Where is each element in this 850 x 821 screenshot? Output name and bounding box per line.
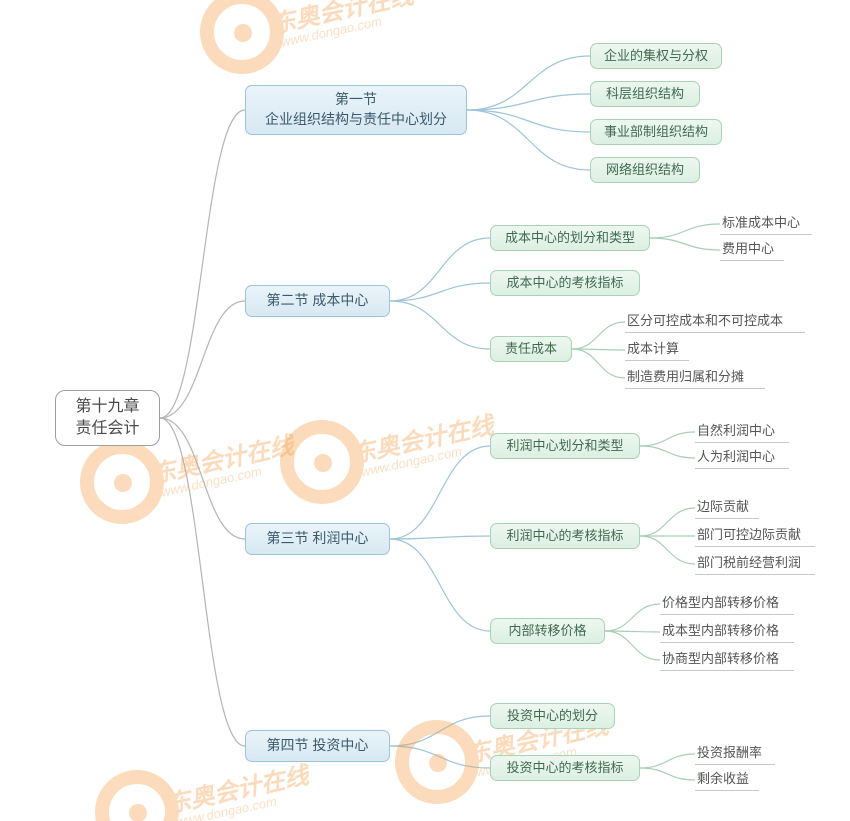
section-node: 第二节 成本中心 <box>245 285 390 317</box>
sub-node: 事业部制组织结构 <box>590 119 722 145</box>
watermark-cn: 东奥会计在线 <box>148 425 296 489</box>
watermark-url: www.dongao.com <box>280 13 384 49</box>
section-node: 第三节 利润中心 <box>245 523 390 555</box>
watermark-url: www.dongao.com <box>175 793 279 821</box>
sub-node: 成本中心的考核指标 <box>490 270 640 296</box>
watermark-cn: 东奥会计在线 <box>163 755 311 819</box>
watermark-cn: 东奥会计在线 <box>268 0 416 40</box>
sub-node: 网络组织结构 <box>590 157 700 183</box>
watermark-url: www.dongao.com <box>360 443 464 479</box>
sub-node: 利润中心的考核指标 <box>490 523 640 549</box>
sub-node: 企业的集权与分权 <box>590 43 722 69</box>
watermark: 东奥会计在线www.dongao.com <box>200 0 400 70</box>
sub-node: 责任成本 <box>490 336 572 362</box>
watermark: 东奥会计在线www.dongao.com <box>95 760 295 821</box>
leaf-node: 成本型内部转移价格 <box>660 622 794 643</box>
watermark: 东奥会计在线www.dongao.com <box>280 410 480 500</box>
leaf-node: 价格型内部转移价格 <box>660 594 794 615</box>
leaf-node: 剩余收益 <box>695 770 759 791</box>
sub-node: 利润中心划分和类型 <box>490 433 640 459</box>
sub-node: 科层组织结构 <box>590 81 700 107</box>
section-node: 第四节 投资中心 <box>245 730 390 762</box>
leaf-node: 费用中心 <box>720 240 784 261</box>
leaf-node: 自然利润中心 <box>695 422 789 443</box>
leaf-node: 标准成本中心 <box>720 214 812 235</box>
leaf-node: 制造费用归属和分摊 <box>625 368 765 389</box>
sub-node: 成本中心的划分和类型 <box>490 225 650 251</box>
leaf-node: 人为利润中心 <box>695 448 789 469</box>
leaf-node: 投资报酬率 <box>695 744 775 765</box>
watermark-cn: 东奥会计在线 <box>348 405 496 469</box>
watermark-url: www.dongao.com <box>160 463 264 499</box>
leaf-node: 部门税前经营利润 <box>695 554 815 575</box>
leaf-node: 协商型内部转移价格 <box>660 650 794 671</box>
leaf-node: 成本计算 <box>625 340 689 361</box>
leaf-node: 边际贡献 <box>695 498 759 519</box>
sub-node: 投资中心的划分 <box>490 703 615 729</box>
leaf-node: 区分可控成本和不可控成本 <box>625 312 805 333</box>
leaf-node: 部门可控边际贡献 <box>695 526 815 547</box>
section-node: 第一节 企业组织结构与责任中心划分 <box>245 85 467 135</box>
sub-node: 内部转移价格 <box>490 618 605 644</box>
sub-node: 投资中心的考核指标 <box>490 755 640 781</box>
root-node: 第十九章 责任会计 <box>55 390 160 446</box>
